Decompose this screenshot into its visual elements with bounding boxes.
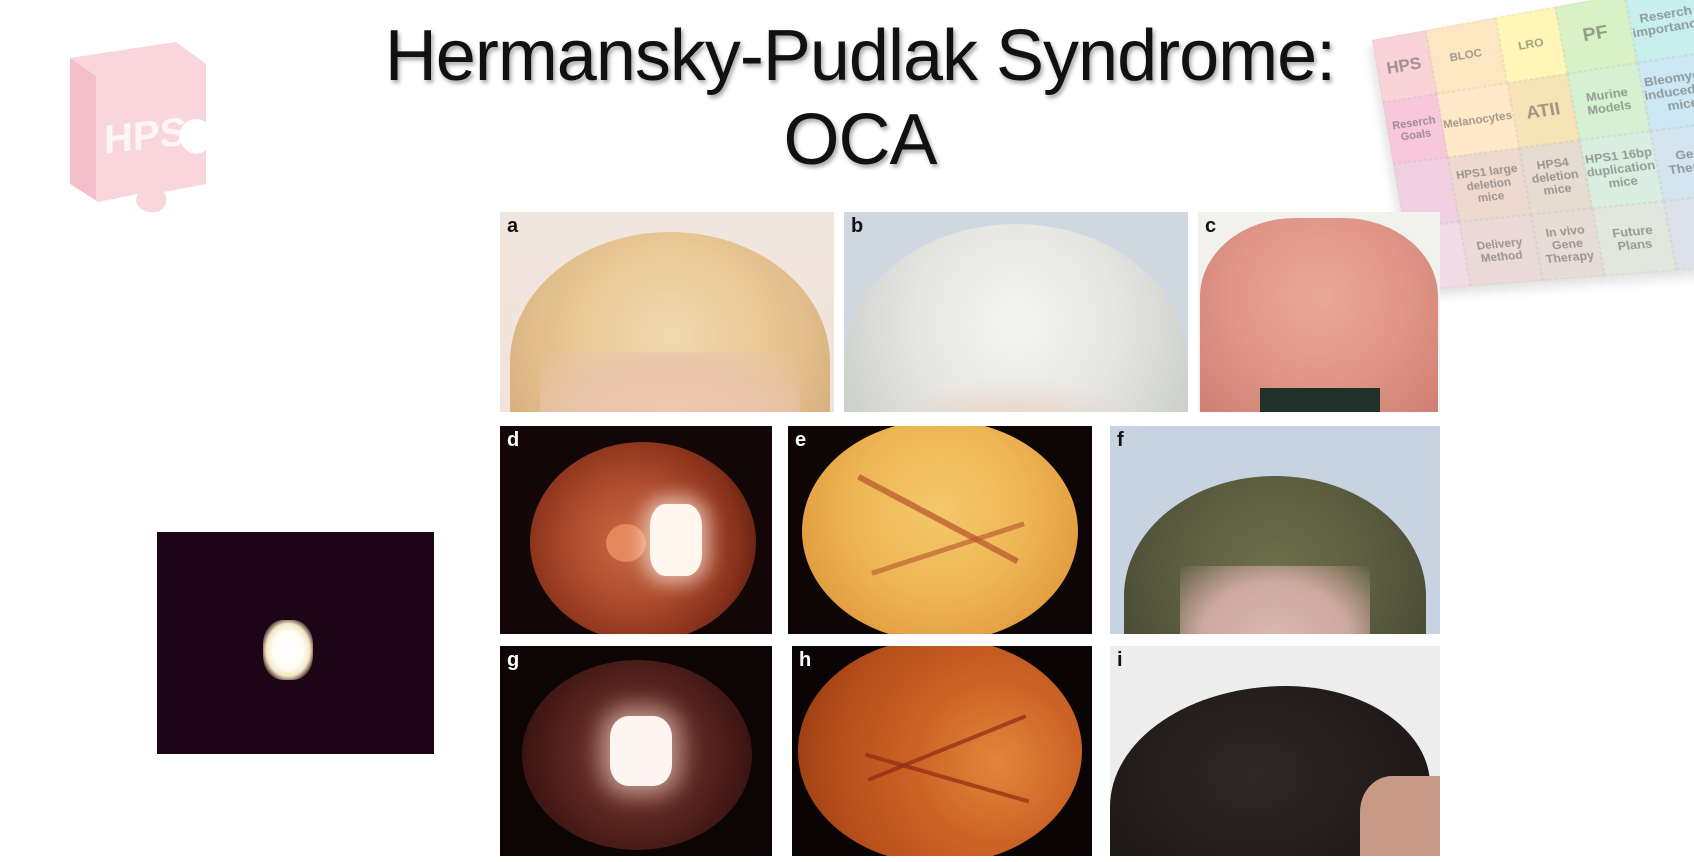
puzzle-piece: Melanocytes: [1436, 82, 1520, 158]
puzzle-piece: Murine Models: [1567, 62, 1650, 141]
panel-label-i: i: [1117, 649, 1123, 671]
pupil-light-reflex: [263, 620, 313, 680]
panel-label-a: a: [507, 215, 519, 237]
puzzle-piece: Future Plans: [1592, 200, 1677, 277]
photo-panel-a: a: [500, 212, 834, 412]
puzzle-piece: Reserch importance: [1623, 0, 1694, 63]
puzzle-piece-icon: [70, 42, 206, 213]
puzzle-piece: HPS1 large deletion mice: [1447, 147, 1532, 222]
panel-label-g: g: [507, 649, 520, 671]
hps-puzzle-logo: HPS: [64, 34, 214, 214]
panel-label-d: d: [507, 429, 520, 451]
panel-label-f: f: [1117, 429, 1124, 451]
photo-panel-f: f: [1110, 426, 1440, 634]
panel-label-c: c: [1205, 215, 1217, 237]
photo-panel-g: g: [500, 646, 772, 856]
photo-panel-h: h: [792, 646, 1092, 856]
pupil-transillumination-photo: [157, 532, 434, 754]
puzzle-piece: Delivery Method: [1459, 214, 1544, 287]
puzzle-piece: HPS1 16bp duplication mice: [1579, 131, 1664, 208]
slide-title-line-1: Hermansky-Pudlak Syndrome:: [384, 16, 1336, 96]
logo-text: HPS: [104, 109, 187, 163]
photo-panel-e: e: [788, 426, 1092, 634]
photo-panel-i: i: [1110, 646, 1440, 856]
photo-panel-c: c: [1198, 212, 1440, 412]
panel-label-b: b: [851, 215, 864, 237]
puzzle-piece: PF: [1555, 0, 1637, 74]
puzzle-piece: BLOC: [1425, 17, 1508, 94]
panel-label-e: e: [795, 429, 807, 451]
slide-title: Hermansky-Pudlak Syndrome: OCA: [300, 14, 1420, 182]
photo-panel-b: b: [844, 212, 1188, 412]
panel-label-h: h: [799, 649, 812, 671]
slide-title-line-2: OCA: [783, 100, 937, 180]
photo-panel-d: d: [500, 426, 772, 634]
